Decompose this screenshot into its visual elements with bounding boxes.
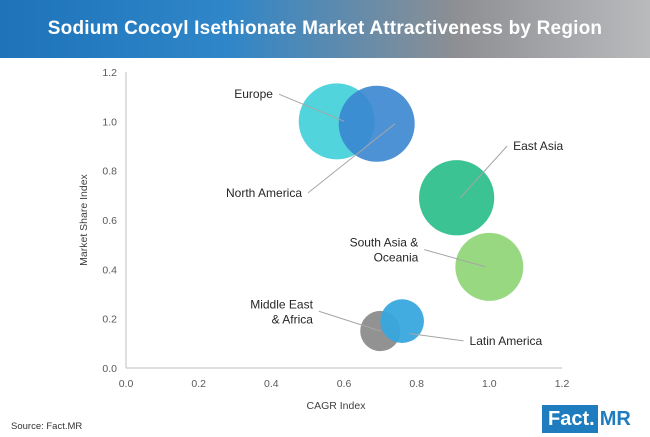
label-latin-america: Latin America	[470, 334, 543, 348]
bubble-east-asia	[419, 160, 495, 236]
y-tick-label: 1.2	[102, 67, 117, 79]
plot-area: 0.0 0.2 0.4 0.6 0.8 1.0 1.2 0.0 0.2 0.4 0.6 0.8 1.0 1…	[78, 67, 569, 410]
y-tick-label: 0.4	[102, 264, 117, 276]
leader-line-latin-america	[409, 332, 464, 342]
y-tick-label: 0.0	[102, 363, 117, 375]
bubble-chart: 0.0 0.2 0.4 0.6 0.8 1.0 1.2 0.0 0.2 0.4 0.6 0.8 1.0 1…	[78, 67, 569, 410]
bubble-north-america	[338, 85, 415, 162]
leader-line-south-asia-oceania	[424, 249, 486, 268]
leader-line-east-asia	[459, 145, 508, 199]
source-note: Source: Fact.MR	[11, 421, 83, 432]
y-tick-label: 1.0	[102, 116, 117, 128]
label-europe: Europe	[234, 87, 273, 101]
x-tick-label: 1.2	[555, 378, 570, 390]
leader-line-north-america	[307, 123, 396, 194]
y-axis-title: Market Share Index	[78, 173, 90, 265]
logo-fact-text: Fact.	[542, 405, 598, 433]
label-middle-east-africa: Middle East & Africa	[250, 297, 313, 326]
factmr-logo: Fact. MR	[542, 405, 633, 433]
y-tick-label: 0.8	[102, 166, 117, 178]
label-east-asia: East Asia	[513, 139, 563, 153]
x-axis-title: CAGR Index	[307, 400, 367, 410]
title-banner: Sodium Cocoyl Isethionate Market Attract…	[0, 0, 650, 58]
label-north-america: North America	[226, 186, 302, 200]
y-tick-label: 0.6	[102, 215, 117, 227]
x-tick-label: 0.0	[119, 378, 134, 390]
x-tick-label: 0.8	[409, 378, 424, 390]
logo-mr-text: MR	[597, 405, 633, 433]
label-south-asia-oceania: South Asia & Oceania	[350, 236, 419, 265]
y-tick-label: 0.2	[102, 314, 117, 326]
x-tick-label: 0.4	[264, 378, 279, 390]
x-tick-label: 0.2	[191, 378, 206, 390]
leader-line-europe	[278, 93, 345, 122]
x-tick-label: 1.0	[482, 378, 497, 390]
chart-title: Sodium Cocoyl Isethionate Market Attract…	[47, 18, 603, 39]
bubble-south-asia-oceania	[455, 232, 524, 301]
leader-line-middle-east-africa	[318, 310, 381, 332]
x-tick-label: 0.6	[337, 378, 352, 390]
bubble-latin-america	[380, 299, 424, 343]
